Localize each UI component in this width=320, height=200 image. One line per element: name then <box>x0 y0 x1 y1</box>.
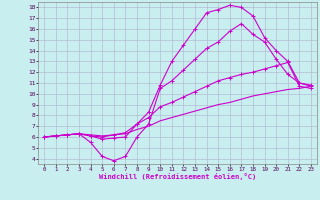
X-axis label: Windchill (Refroidissement éolien,°C): Windchill (Refroidissement éolien,°C) <box>99 173 256 180</box>
